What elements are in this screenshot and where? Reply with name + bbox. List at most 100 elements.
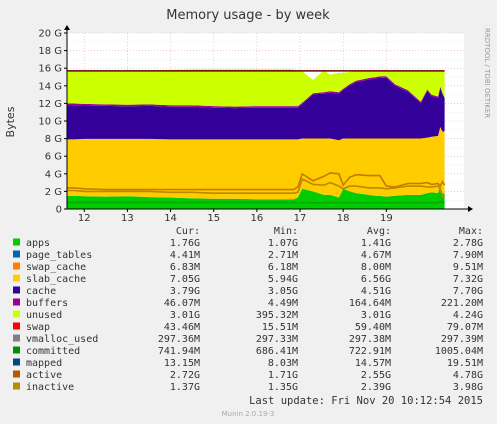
y-tick-label: 2 G bbox=[45, 187, 62, 198]
stacked-areas bbox=[67, 69, 445, 209]
legend-value-max: 4.24G bbox=[453, 310, 483, 321]
line-committed bbox=[67, 200, 445, 204]
legend-value-min: 8.03M bbox=[268, 358, 298, 369]
legend-series-name: unused bbox=[26, 310, 62, 321]
x-tick-label: 16 bbox=[251, 213, 264, 224]
legend-series-name: swap_cache bbox=[26, 262, 86, 273]
legend-value-cur: 741.94M bbox=[158, 346, 200, 357]
line-active bbox=[67, 172, 446, 191]
legend-value-min: 4.49M bbox=[268, 298, 298, 309]
area-slab_cache bbox=[67, 127, 445, 200]
legend-value-avg: 6.56G bbox=[361, 274, 391, 285]
legend-swatch bbox=[13, 358, 20, 366]
area-buffers bbox=[67, 76, 445, 109]
overlay-lines bbox=[67, 172, 446, 204]
legend-swatch bbox=[13, 286, 20, 294]
legend-value-max: 7.32G bbox=[453, 274, 483, 285]
legend-value-avg: 2.55G bbox=[361, 370, 391, 381]
legend-series-name: active bbox=[26, 370, 62, 381]
y-tick-label: 12 G bbox=[38, 99, 62, 110]
legend-swatch bbox=[13, 238, 20, 246]
legend-value-max: 9.51M bbox=[453, 262, 483, 273]
x-tick-label: 19 bbox=[380, 213, 393, 224]
legend-value-max: 7.90M bbox=[453, 250, 483, 261]
legend-swatch bbox=[13, 346, 20, 354]
legend-series-name: buffers bbox=[26, 298, 68, 309]
legend-value-cur: 2.72G bbox=[170, 370, 200, 381]
legend-value-avg: 164.64M bbox=[349, 298, 391, 309]
legend-value-cur: 46.07M bbox=[164, 298, 200, 309]
y-tick-label: 6 G bbox=[45, 152, 62, 163]
legend-value-cur: 297.36M bbox=[158, 334, 200, 345]
legend-series-name: mapped bbox=[26, 358, 62, 369]
area-unused bbox=[67, 69, 445, 107]
legend-value-max: 3.98G bbox=[453, 382, 483, 393]
legend-header-cur: Cur: bbox=[176, 226, 200, 237]
axes: 0 2 G 4 G 6 G 8 G 10 G 12 G 14 G 16 G 18 G 20 G 12 1… bbox=[38, 25, 473, 224]
legend-swatch bbox=[13, 322, 20, 330]
x-tick-label: 18 bbox=[337, 213, 350, 224]
y-tick-label: 14 G bbox=[38, 81, 62, 92]
x-tick-label: 15 bbox=[207, 213, 220, 224]
legend-value-cur: 6.83M bbox=[170, 262, 200, 273]
legend-value-cur: 13.15M bbox=[164, 358, 200, 369]
legend-series-name: swap bbox=[26, 322, 50, 333]
y-axis-label: Bytes bbox=[4, 106, 17, 137]
legend-series-name: slab_cache bbox=[26, 274, 86, 285]
legend-value-cur: 4.41M bbox=[170, 250, 200, 261]
legend-value-min: 2.71M bbox=[268, 250, 298, 261]
y-tick-label: 18 G bbox=[38, 46, 62, 57]
y-tick-label: 10 G bbox=[38, 117, 62, 128]
legend-value-min: 395.32M bbox=[256, 310, 298, 321]
legend-header-min: Min: bbox=[274, 226, 298, 237]
legend-value-min: 686.41M bbox=[256, 346, 298, 357]
legend-swatch bbox=[13, 310, 20, 318]
legend-series-name: inactive bbox=[26, 382, 74, 393]
legend-value-avg: 1.41G bbox=[361, 238, 391, 249]
legend-value-cur: 7.05G bbox=[170, 274, 200, 285]
legend-value-min: 1.71G bbox=[268, 370, 298, 381]
munin-version: Munin 2.0.19-3 bbox=[222, 410, 275, 418]
legend-value-cur: 1.76G bbox=[170, 238, 200, 249]
area-cache bbox=[67, 77, 445, 141]
legend-value-avg: 297.38M bbox=[349, 334, 391, 345]
y-tick-label: 4 G bbox=[45, 169, 62, 180]
legend-value-avg: 722.91M bbox=[349, 346, 391, 357]
y-tick-label: 16 G bbox=[38, 64, 62, 75]
legend-value-min: 6.18M bbox=[268, 262, 298, 273]
legend-value-max: 221.20M bbox=[441, 298, 483, 309]
x-axis-arrow bbox=[468, 206, 473, 212]
legend-value-avg: 4.51G bbox=[361, 286, 391, 297]
legend-series-name: apps bbox=[26, 238, 50, 249]
legend-value-cur: 3.79G bbox=[170, 286, 200, 297]
legend-value-avg: 59.40M bbox=[355, 322, 391, 333]
legend-value-cur: 1.37G bbox=[170, 382, 200, 393]
legend-value-max: 1005.04M bbox=[435, 346, 483, 357]
legend-value-min: 1.07G bbox=[268, 238, 298, 249]
y-tick-label: 20 G bbox=[38, 29, 62, 40]
legend-value-avg: 14.57M bbox=[355, 358, 391, 369]
legend-value-min: 1.35G bbox=[268, 382, 298, 393]
legend-value-max: 297.39M bbox=[441, 334, 483, 345]
legend-series-name: committed bbox=[26, 346, 80, 357]
legend-value-max: 79.07M bbox=[447, 322, 483, 333]
legend-swatch bbox=[13, 274, 20, 282]
legend-series-name: page_tables bbox=[26, 250, 92, 261]
last-update-text: Last update: Fri Nov 20 10:12:54 2015 bbox=[249, 395, 483, 407]
legend-value-avg: 2.39G bbox=[361, 382, 391, 393]
legend-swatch bbox=[13, 370, 20, 378]
y-axis-arrow bbox=[64, 25, 70, 30]
legend-swatch bbox=[13, 250, 20, 258]
legend-value-min: 3.05G bbox=[268, 286, 298, 297]
legend-header-avg: Avg: bbox=[367, 226, 391, 237]
legend-value-max: 2.78G bbox=[453, 238, 483, 249]
legend-value-avg: 4.67M bbox=[361, 250, 391, 261]
legend-value-cur: 43.46M bbox=[164, 322, 200, 333]
x-tick-label: 14 bbox=[164, 213, 177, 224]
legend-value-max: 19.51M bbox=[447, 358, 483, 369]
legend-value-cur: 3.01G bbox=[170, 310, 200, 321]
legend-value-avg: 3.01G bbox=[361, 310, 391, 321]
legend-swatch bbox=[13, 382, 20, 390]
y-tick-label: 8 G bbox=[45, 134, 62, 145]
